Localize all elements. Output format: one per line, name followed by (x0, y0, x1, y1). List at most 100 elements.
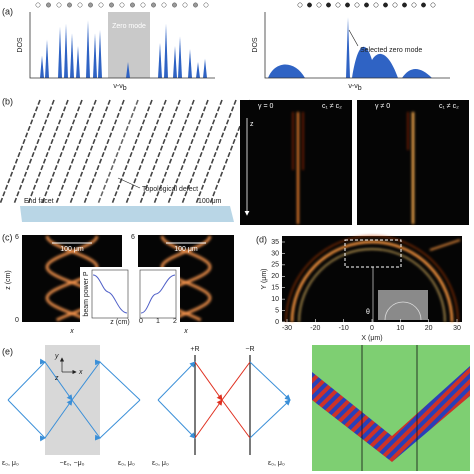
axis-label: x (78, 369, 83, 376)
x-tick-label: 10 (396, 325, 404, 332)
x-tick-label: 20 (425, 325, 433, 332)
rod (167, 99, 209, 205)
tick-label: 0 (15, 317, 19, 324)
zero-mode-band (108, 12, 150, 78)
waveguide-array (0, 99, 251, 205)
x-tick-label: -30 (282, 325, 292, 332)
beam (292, 112, 415, 224)
site-dot (203, 2, 209, 8)
scale-label: 100 μm (60, 246, 84, 253)
x-tick-label: 30 (453, 325, 461, 332)
rod (83, 99, 125, 205)
panel-title: γ ≠ 0 (375, 103, 390, 110)
x-label: ν-νb (348, 83, 361, 92)
axis-label: z (250, 121, 254, 128)
y-label: z (cm) (5, 270, 12, 289)
dos-peak (188, 49, 192, 78)
x-label: ν-νb (113, 83, 126, 92)
x-label-main: ν-ν (348, 83, 358, 90)
dos-peak (86, 20, 90, 78)
rod (125, 99, 167, 205)
dos-peak (64, 23, 68, 79)
medium-label: ε₀, μ₀ (268, 460, 285, 467)
y-tick-label: 15 (271, 285, 279, 292)
site-dot (193, 2, 198, 8)
axis-label: y (54, 353, 59, 360)
angle-label: θ (366, 309, 370, 316)
scale-label: 100 μm (174, 246, 198, 253)
axes (29, 12, 215, 79)
site-dot (35, 2, 41, 8)
y-tick-label: 20 (271, 273, 279, 280)
inset-curve (140, 274, 176, 314)
dos-left (40, 20, 207, 79)
site-dot (98, 2, 104, 8)
dos-hump (402, 69, 432, 78)
panel-title: c₁ ≠ c₂ (322, 103, 342, 110)
site-dot (316, 2, 322, 8)
x-tick-label: -20 (310, 325, 320, 332)
inset-ring (384, 301, 422, 321)
inset-curve (92, 274, 128, 314)
x-label: X (μm) (361, 335, 382, 342)
dos-peak (203, 58, 207, 78)
inset-axes (139, 269, 177, 319)
panel-label: (d) (256, 234, 267, 244)
rod (195, 99, 237, 205)
rod (41, 99, 83, 205)
axes: 0 5 10 15 20 25 30 35 -30 -20 -10 0 10 20 30 (271, 239, 461, 332)
dos-peak (126, 62, 130, 78)
x-label: x (183, 328, 188, 335)
dos-peak (346, 17, 350, 78)
site-dot (88, 2, 93, 8)
interface-label: +R (190, 346, 199, 353)
site-dot (335, 2, 341, 8)
y-label: DOS (17, 37, 24, 53)
rod (181, 99, 223, 205)
site-dot (392, 2, 398, 8)
rod (97, 99, 139, 205)
site-dot (345, 2, 350, 8)
site-dot (46, 2, 51, 8)
rod (139, 99, 181, 205)
panel-label: (a) (2, 6, 13, 16)
rod (69, 99, 111, 205)
axis-label: z (54, 375, 59, 382)
panel-label: (c) (2, 232, 13, 242)
site-dot (411, 2, 417, 8)
inset-axes (91, 269, 129, 319)
rod (153, 99, 195, 205)
y-tick-label: 10 (271, 296, 279, 303)
y-tick-label: 30 (271, 250, 279, 257)
inset-tick: 0 (139, 318, 143, 325)
panel-label: (b) (2, 96, 13, 106)
rod (13, 99, 55, 205)
end-facet (20, 206, 234, 222)
site-dot (56, 2, 62, 8)
image-panel (282, 236, 462, 322)
y-label: DOS (252, 37, 259, 53)
dos-hump (268, 64, 305, 78)
panel-title: γ = 0 (258, 103, 273, 110)
axes (264, 12, 450, 79)
dos-peak (58, 26, 62, 78)
site-dot (119, 2, 125, 8)
x-tick-label: 0 (370, 325, 374, 332)
medium-label: ε₀, μ₀ (2, 460, 19, 467)
inset-x-label: z (cm) (110, 319, 129, 326)
dos-peak (40, 55, 44, 78)
rod (27, 99, 69, 205)
y-label: Y (μm) (261, 268, 268, 289)
inset-image (378, 290, 428, 320)
site-dot (307, 2, 312, 8)
rod (111, 99, 153, 205)
site-dot (402, 2, 407, 8)
site-dot (297, 2, 303, 8)
site-dot (182, 2, 188, 8)
y-tick-label: 0 (275, 319, 279, 326)
site-dot (354, 2, 360, 8)
dos-peak (178, 36, 182, 78)
pointer (117, 177, 141, 189)
panel-title: c₁ ≠ c₂ (439, 103, 459, 110)
y-tick-label: 25 (271, 262, 279, 269)
